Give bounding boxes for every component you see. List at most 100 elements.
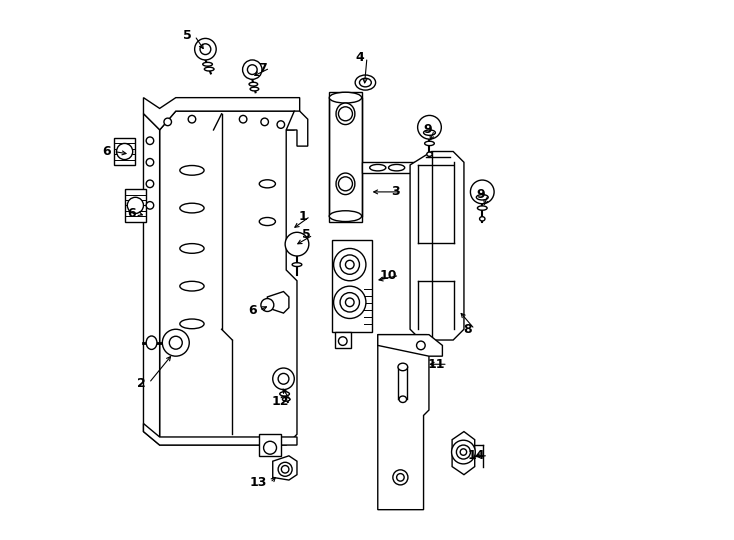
Polygon shape — [330, 92, 362, 221]
Ellipse shape — [180, 319, 204, 329]
Circle shape — [170, 336, 182, 349]
Polygon shape — [378, 335, 429, 510]
Circle shape — [340, 293, 360, 312]
Ellipse shape — [180, 244, 204, 253]
Circle shape — [277, 121, 285, 129]
Circle shape — [273, 368, 294, 389]
Circle shape — [200, 44, 211, 55]
Text: 6: 6 — [127, 207, 135, 220]
Circle shape — [261, 299, 274, 312]
Circle shape — [127, 197, 143, 213]
Circle shape — [417, 341, 425, 350]
Ellipse shape — [180, 165, 204, 175]
Text: 12: 12 — [272, 395, 289, 408]
Circle shape — [338, 107, 352, 121]
Polygon shape — [378, 335, 443, 356]
Text: 5: 5 — [184, 29, 192, 42]
Text: 13: 13 — [250, 476, 267, 489]
Polygon shape — [143, 98, 299, 130]
Ellipse shape — [292, 263, 302, 267]
Polygon shape — [332, 240, 372, 332]
Circle shape — [460, 449, 467, 455]
Polygon shape — [452, 431, 475, 475]
Ellipse shape — [398, 363, 407, 371]
Polygon shape — [259, 434, 281, 456]
Ellipse shape — [399, 396, 407, 402]
Ellipse shape — [388, 165, 404, 171]
Text: 9: 9 — [477, 188, 485, 201]
Circle shape — [457, 445, 470, 459]
Polygon shape — [286, 111, 308, 146]
Text: 5: 5 — [302, 228, 310, 241]
Ellipse shape — [180, 281, 204, 291]
Circle shape — [278, 462, 292, 476]
Polygon shape — [273, 456, 297, 480]
Circle shape — [470, 180, 494, 204]
Text: 6: 6 — [103, 145, 111, 158]
Circle shape — [346, 298, 354, 307]
Polygon shape — [267, 292, 289, 313]
Ellipse shape — [283, 397, 290, 401]
Polygon shape — [335, 332, 351, 348]
Text: 3: 3 — [390, 185, 399, 198]
Circle shape — [146, 159, 153, 166]
Circle shape — [239, 116, 247, 123]
Ellipse shape — [259, 218, 275, 226]
Ellipse shape — [250, 87, 259, 91]
Ellipse shape — [203, 62, 212, 66]
Circle shape — [195, 38, 217, 60]
Polygon shape — [143, 423, 297, 445]
Circle shape — [338, 337, 347, 346]
Ellipse shape — [146, 336, 157, 349]
Circle shape — [146, 180, 153, 187]
Ellipse shape — [204, 67, 214, 71]
Ellipse shape — [330, 211, 362, 221]
Circle shape — [164, 118, 172, 126]
Circle shape — [285, 232, 309, 256]
Circle shape — [264, 441, 277, 454]
Polygon shape — [114, 138, 135, 165]
Text: 4: 4 — [355, 51, 364, 64]
Text: 1: 1 — [299, 210, 308, 222]
Circle shape — [338, 177, 352, 191]
Ellipse shape — [330, 92, 362, 103]
Circle shape — [396, 474, 404, 481]
Polygon shape — [125, 189, 146, 221]
Circle shape — [247, 65, 257, 75]
Text: 8: 8 — [463, 323, 472, 336]
Text: 9: 9 — [423, 124, 432, 137]
Circle shape — [418, 116, 441, 139]
Polygon shape — [159, 111, 297, 445]
Ellipse shape — [180, 203, 204, 213]
Text: 6: 6 — [248, 304, 257, 317]
Ellipse shape — [249, 82, 258, 86]
Circle shape — [162, 329, 189, 356]
Polygon shape — [410, 152, 464, 340]
Circle shape — [393, 470, 408, 485]
Circle shape — [146, 137, 153, 145]
Ellipse shape — [360, 78, 371, 87]
Circle shape — [281, 465, 289, 473]
Circle shape — [451, 440, 475, 464]
Circle shape — [261, 118, 269, 126]
Circle shape — [334, 286, 366, 319]
Polygon shape — [143, 114, 159, 445]
Circle shape — [346, 260, 354, 269]
Circle shape — [242, 60, 262, 79]
Text: 11: 11 — [428, 358, 445, 371]
Text: 7: 7 — [258, 62, 267, 75]
Ellipse shape — [259, 180, 275, 188]
Ellipse shape — [355, 75, 376, 90]
Ellipse shape — [477, 206, 487, 210]
Circle shape — [334, 248, 366, 281]
Ellipse shape — [336, 103, 355, 125]
Ellipse shape — [476, 194, 488, 200]
Ellipse shape — [426, 152, 432, 157]
Ellipse shape — [425, 141, 435, 146]
Circle shape — [117, 144, 133, 160]
Circle shape — [146, 201, 153, 209]
Ellipse shape — [280, 392, 289, 396]
Ellipse shape — [479, 217, 485, 221]
Text: 14: 14 — [468, 449, 485, 462]
Polygon shape — [289, 235, 305, 253]
